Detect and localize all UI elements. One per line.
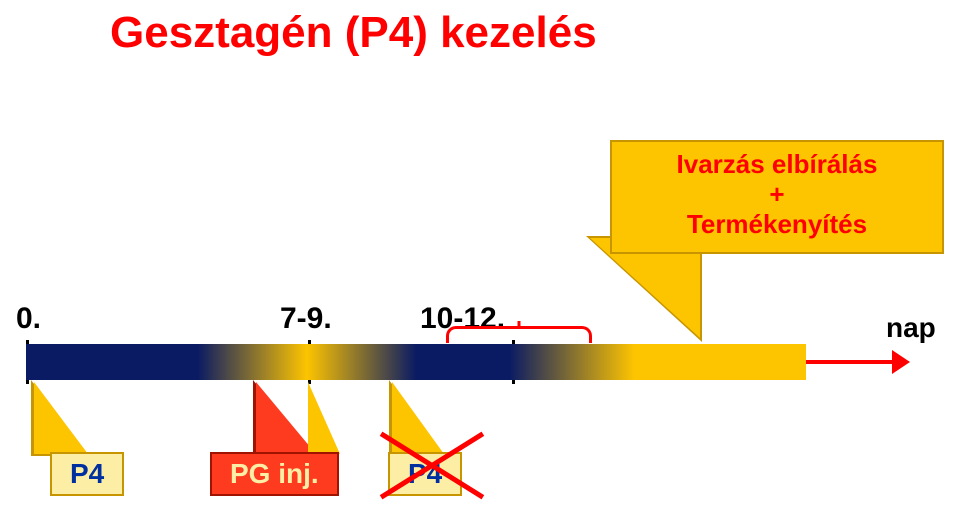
callout-plus: +: [622, 180, 932, 210]
nap-label: nap: [886, 312, 936, 344]
axis-label-0: 0.: [16, 302, 41, 336]
page-title: Gesztagén (P4) kezelés: [110, 8, 597, 58]
timeline-bar: [26, 344, 806, 380]
nap-arrow-line: [806, 360, 896, 364]
tag-p4-left-tail: [34, 382, 88, 454]
timeline: [26, 340, 876, 384]
nap-arrow-head-icon: [892, 350, 910, 374]
callout-line1: Ivarzás elbírálás: [677, 149, 878, 179]
axis-label-7-9: 7-9.: [280, 302, 332, 336]
callout-line2: Termékenyítés: [687, 209, 867, 239]
tag-pg-inj: PG inj.: [210, 452, 339, 496]
tag-p4-right: P4: [388, 452, 462, 496]
estrus-callout: Ivarzás elbírálás + Termékenyítés: [610, 140, 944, 254]
tag-p4-left: P4: [50, 452, 124, 496]
tag-pg-tail-yellow: [308, 382, 340, 454]
tag-p4-right-tail: [392, 382, 444, 454]
tag-pg-tail: [256, 382, 316, 454]
range-brace: [446, 326, 592, 343]
